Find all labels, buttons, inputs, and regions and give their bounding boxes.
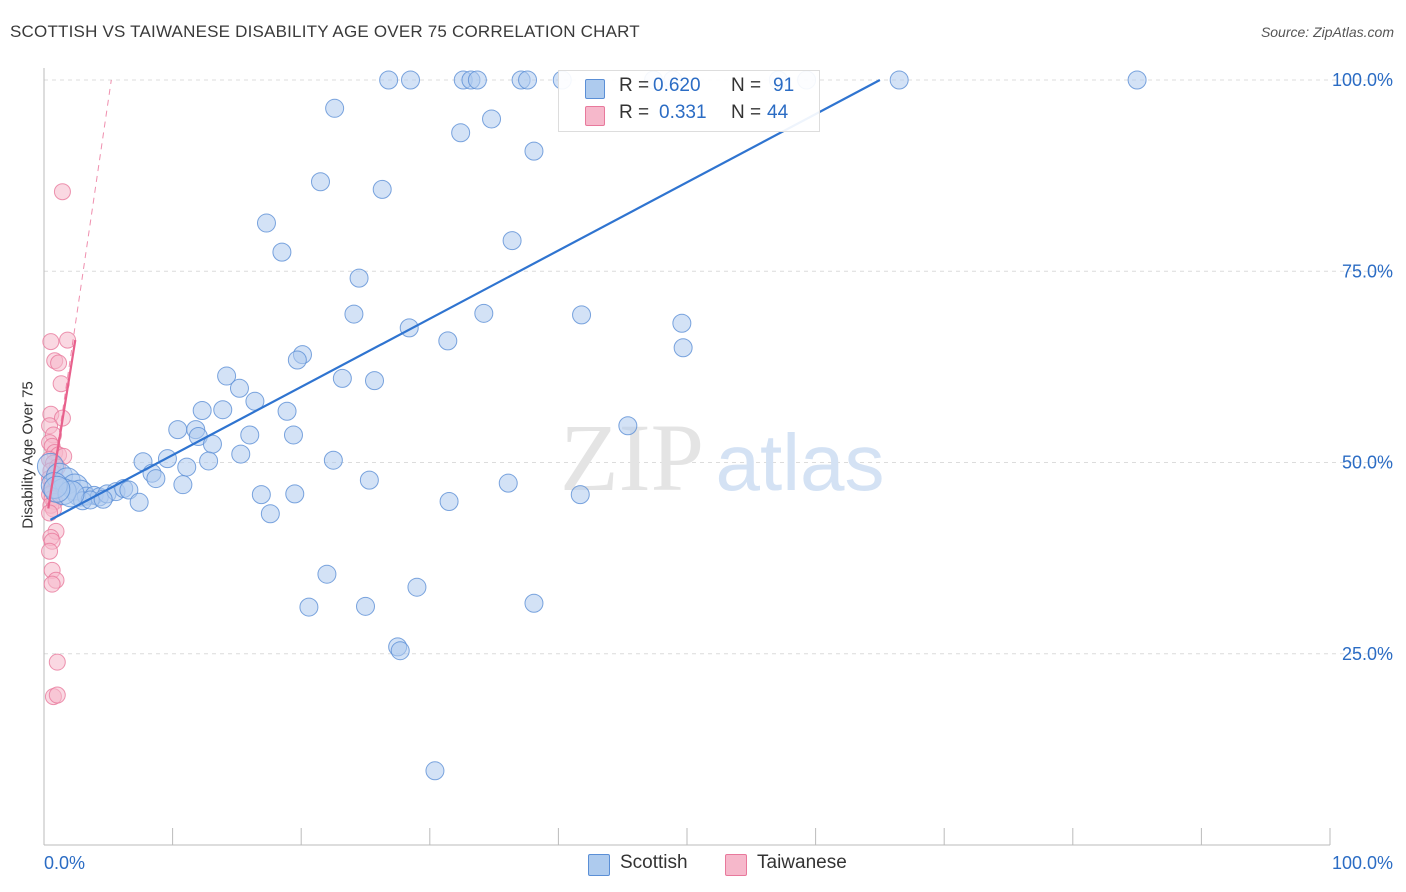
scottish-legend-label: Scottish [620,852,688,873]
scottish-point [129,492,149,512]
taiwanese-point [53,183,71,201]
scottish-point [177,457,197,477]
scottish-point [356,596,375,616]
series-legend: Scottish Taiwanese [0,852,1406,876]
scottish-point [518,70,538,90]
scottish-point [439,492,459,512]
taiwanese-point [42,333,60,351]
legend-r-label: R = [619,75,650,96]
scottish-point [474,303,494,323]
scottish-point [285,484,305,504]
legend-n-value: 91 [773,75,795,96]
stats-legend: R = 0.620 N = 91 R = 0.331 N = 44 [558,70,820,132]
legend-r-label: R = [619,102,650,123]
y-tick-label: 25.0% [1342,644,1393,664]
scottish-point [372,179,392,199]
watermark: ZIP atlas [560,404,884,511]
scottish-point [256,213,276,233]
scottish-point [401,70,421,90]
taiwanese-legend-swatch [725,854,747,876]
scottish-point [524,141,544,161]
scottish-point [213,400,233,420]
scottish-point [146,469,166,489]
scottish-point [217,366,237,386]
scottish-point [277,401,297,421]
taiwanese-legend-label: Taiwanese [757,852,847,873]
scottish-point [199,451,219,471]
scottish-point [673,338,693,358]
scottish-point [425,761,445,781]
y-tick-label: 100.0% [1332,70,1393,90]
scottish-point [43,475,71,503]
scottish-point [524,593,544,613]
scottish-point [317,564,337,584]
scottish-point [379,70,399,90]
legend-r-value: 0.620 [653,75,701,96]
scottish-point [119,480,139,500]
scottish-point [467,70,487,90]
legend-r-value: 0.331 [659,102,707,123]
scottish-point [1127,70,1147,90]
taiwanese-trend-line [47,339,77,509]
scottish-point [498,473,518,493]
scottish-point [451,123,471,143]
scottish-point [192,400,212,420]
watermark-atlas: atlas [716,418,885,507]
taiwanese-point [48,686,66,704]
scottish-point [889,70,909,90]
y-tick-label: 50.0% [1342,453,1393,473]
scottish-point [570,485,590,505]
taiwanese-point [43,575,61,593]
scottish-point [618,416,638,436]
scottish-point [173,475,193,495]
legend-n-label: N = [731,102,762,123]
scottish-point [672,313,692,333]
scottish-point [168,420,188,440]
scottish-point [572,305,592,325]
scottish-point [482,109,502,129]
taiwanese-swatch [585,106,605,126]
scottish-point [251,485,271,505]
scottish-point [323,450,343,470]
legend-n-label: N = [731,75,762,96]
scottish-swatch [585,79,605,99]
scottish-point [272,242,292,262]
scottish-point [310,172,330,192]
trend-lines [47,79,881,521]
scottish-point [287,350,307,370]
taiwanese-point [48,653,66,671]
scottish-point [365,371,385,391]
scottish-point [325,98,345,118]
tick-labels: 25.0% 50.0% 75.0% 100.0% 0.0% 100.0% [44,70,1393,873]
taiwanese-point [41,542,59,560]
chart-title: SCOTTISH VS TAIWANESE DISABILITY AGE OVE… [10,22,640,41]
taiwanese-point [59,331,77,349]
scottish-point [299,597,319,617]
scottish-point [390,641,410,661]
source-label: Source: ZipAtlas.com [1260,24,1394,40]
legend-n-value: 44 [767,102,789,123]
scottish-trend-line [49,79,881,521]
scottish-point [260,504,280,524]
scottish-point [407,577,427,597]
scottish-point [344,304,364,324]
x-tick-label: 100.0% [1332,853,1393,873]
scottish-point [359,470,379,490]
scottish-point [231,444,251,464]
x-tick-label: 0.0% [44,853,85,873]
taiwanese-series [41,183,77,706]
y-tick-label: 75.0% [1342,261,1393,281]
scottish-point [240,425,260,445]
taiwanese-point [50,354,68,372]
scottish-point [283,425,303,445]
scottish-point [502,231,522,251]
scottish-point [349,268,369,288]
scottish-point [438,331,458,351]
scottish-legend-swatch [588,854,610,876]
scottish-point [332,368,352,388]
scottish-point [229,378,249,398]
